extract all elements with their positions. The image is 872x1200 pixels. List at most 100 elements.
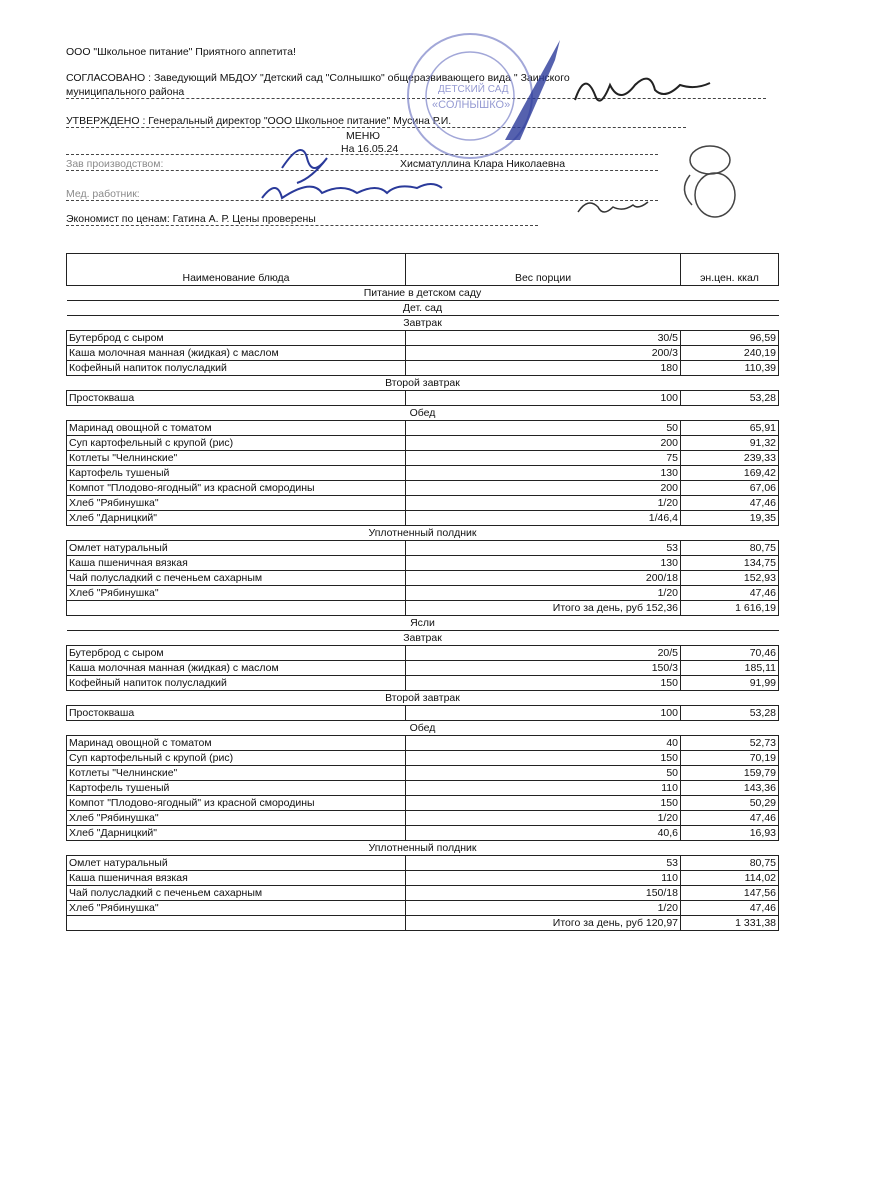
table-row: Бутерброд с сыром 20/5 70,46 [66,645,779,661]
kcal-value: 147,56 [680,885,779,901]
kcal-value: 159,79 [680,765,779,781]
production-label: Зав производством: [66,158,164,170]
production-name: Хисматуллина Клара Николаевна [400,158,566,170]
signature-medic [261,183,443,200]
kcal-value: 47,46 [680,810,779,826]
portion-weight: 150/3 [405,660,681,676]
table-row: Хлеб "Дарницкий" 40,6 16,93 [66,825,779,841]
dish-name: Кофейный напиток полусладкий [66,675,406,691]
signature-head [574,77,711,102]
kcal-value: 52,73 [680,735,779,751]
table-row: Хлеб "Рябинушка" 1/20 47,46 [66,900,779,916]
kcal-value: 70,19 [680,750,779,766]
signature-economist [577,201,649,213]
kcal-value: 239,33 [680,450,779,466]
portion-weight: 1/20 [405,495,681,511]
portion-weight: 110 [405,780,681,796]
divider [66,98,766,99]
section-label: Уплотненный полдник [66,840,779,856]
portion-weight: 150 [405,795,681,811]
kcal-value: 50,29 [680,795,779,811]
signatures [261,40,736,218]
table-row: Компот "Плодово-ягодный" из красной смор… [66,480,779,496]
signature-production [281,149,328,184]
dish-name: Суп картофельный с крупой (рис) [66,435,406,451]
dish-name: Чай полусладкий с печеньем сахарным [66,570,406,586]
section-label: Завтрак [66,315,779,331]
dish-name: Картофель тушеный [66,465,406,481]
table-header-row: Наименование блюда Вес порции эн.цен. кк… [66,253,779,286]
kcal-value: 47,46 [680,585,779,601]
table-row: Каша пшеничная вязкая 130 134,75 [66,555,779,571]
portion-weight: 40,6 [405,825,681,841]
table-row: Простокваша 100 53,28 [66,390,779,406]
table-row: Кофейный напиток полусладкий 150 91,99 [66,675,779,691]
kcal-value: 47,46 [680,900,779,916]
kcal-value: 19,35 [680,510,779,526]
kcal-value: 152,93 [680,570,779,586]
portion-weight: 40 [405,735,681,751]
table-row: Маринад овощной с томатом 40 52,73 [66,735,779,751]
divider [66,154,658,155]
kcal-value: 185,11 [680,660,779,676]
portion-weight: 1/46,4 [405,510,681,526]
dish-name: Хлеб "Рябинушка" [66,495,406,511]
section-label: Второй завтрак [66,690,779,706]
kcal-value: 47,46 [680,495,779,511]
kcal-value: 65,91 [680,420,779,436]
dish-name: Котлеты "Челнинские" [66,765,406,781]
table-row: Суп картофельный с крупой (рис) 150 70,19 [66,750,779,766]
round-stamp: ДЕТСКИЙ САД «СОЛНЫШКО» [407,33,533,159]
dish-name: Компот "Плодово-ягодный" из красной смор… [66,480,406,496]
svg-text:«СОЛНЫШКО»: «СОЛНЫШКО» [432,99,510,111]
dish-name: Кофейный напиток полусладкий [66,360,406,376]
dish-name [66,600,406,616]
portion-weight: 200/18 [405,570,681,586]
portion-weight: 75 [405,450,681,466]
dish-name: Каша пшеничная вязкая [66,870,406,886]
agreed-line: СОГЛАСОВАНО : Заведующий МБДОУ "Детский … [66,72,570,84]
portion-weight: 110 [405,870,681,886]
kcal-value: 1 331,38 [680,915,779,931]
section-row: Уплотненный полдник [66,840,779,856]
portion-weight: 200 [405,480,681,496]
portion-weight: 53 [405,540,681,556]
kcal-value: 80,75 [680,540,779,556]
dish-name: Омлет натуральный [66,855,406,871]
agreed-line-2: муниципального района [66,86,185,98]
dish-name: Бутерброд с сыром [66,645,406,661]
dish-name: Хлеб "Рябинушка" [66,900,406,916]
dish-name: Хлеб "Рябинушка" [66,810,406,826]
kcal-value: 114,02 [680,870,779,886]
portion-weight: 1/20 [405,585,681,601]
kcal-value: 91,32 [680,435,779,451]
column-header-dish: Наименование блюда [66,253,406,286]
section-row: Питание в детском саду [66,285,779,301]
org-line: ООО "Школьное питание" Приятного аппетит… [66,46,296,58]
column-header-kcal: эн.цен. ккал [680,253,779,286]
dish-name: Чай полусладкий с печеньем сахарным [66,885,406,901]
table-row: Каша пшеничная вязкая 110 114,02 [66,870,779,886]
kcal-value: 110,39 [680,360,779,376]
kcal-value: 96,59 [680,330,779,346]
dish-name [66,915,406,931]
dish-name: Суп картофельный с крупой (рис) [66,750,406,766]
portion-weight: 150/18 [405,885,681,901]
economist-line: Экономист по ценам: Гатина А. Р. Цены пр… [66,213,316,225]
dish-name: Котлеты "Челнинские" [66,450,406,466]
section-row: Обед [66,405,779,421]
menu-table: Наименование блюда Вес порции эн.цен. кк… [66,253,779,931]
portion-weight: 30/5 [405,330,681,346]
approved-line: УТВЕРЖДЕНО : Генеральный директор "ООО Ш… [66,115,452,127]
table-row: Омлет натуральный 53 80,75 [66,540,779,556]
section-label: Обед [66,405,779,421]
dish-name: Каша молочная манная (жидкая) с маслом [66,660,406,676]
kcal-value: 67,06 [680,480,779,496]
total-row: Итого за день, руб 120,97 1 331,38 [66,915,779,931]
dish-name: Хлеб "Рябинушка" [66,585,406,601]
portion-weight: 50 [405,420,681,436]
table-row: Котлеты "Челнинские" 75 239,33 [66,450,779,466]
signature-director [505,40,560,140]
table-row: Простокваша 100 53,28 [66,705,779,721]
divider [66,170,658,171]
